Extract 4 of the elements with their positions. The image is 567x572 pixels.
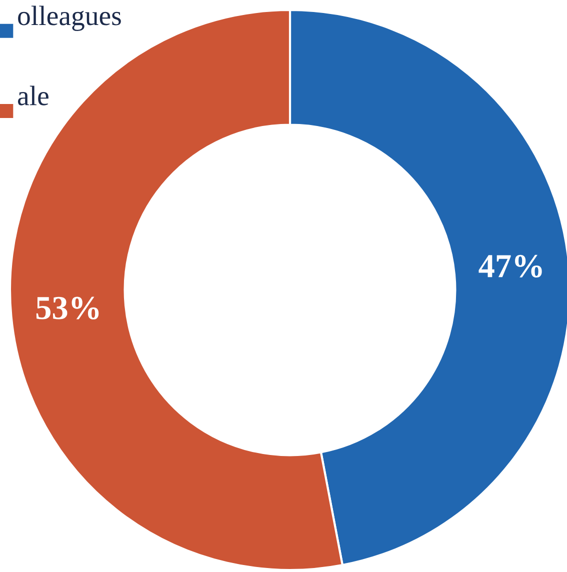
legend-label: ale (18, 86, 48, 106)
data-label: 53% (36, 296, 99, 320)
data-label: 47% (478, 254, 542, 278)
legend-label: olleagues (18, 6, 121, 31)
